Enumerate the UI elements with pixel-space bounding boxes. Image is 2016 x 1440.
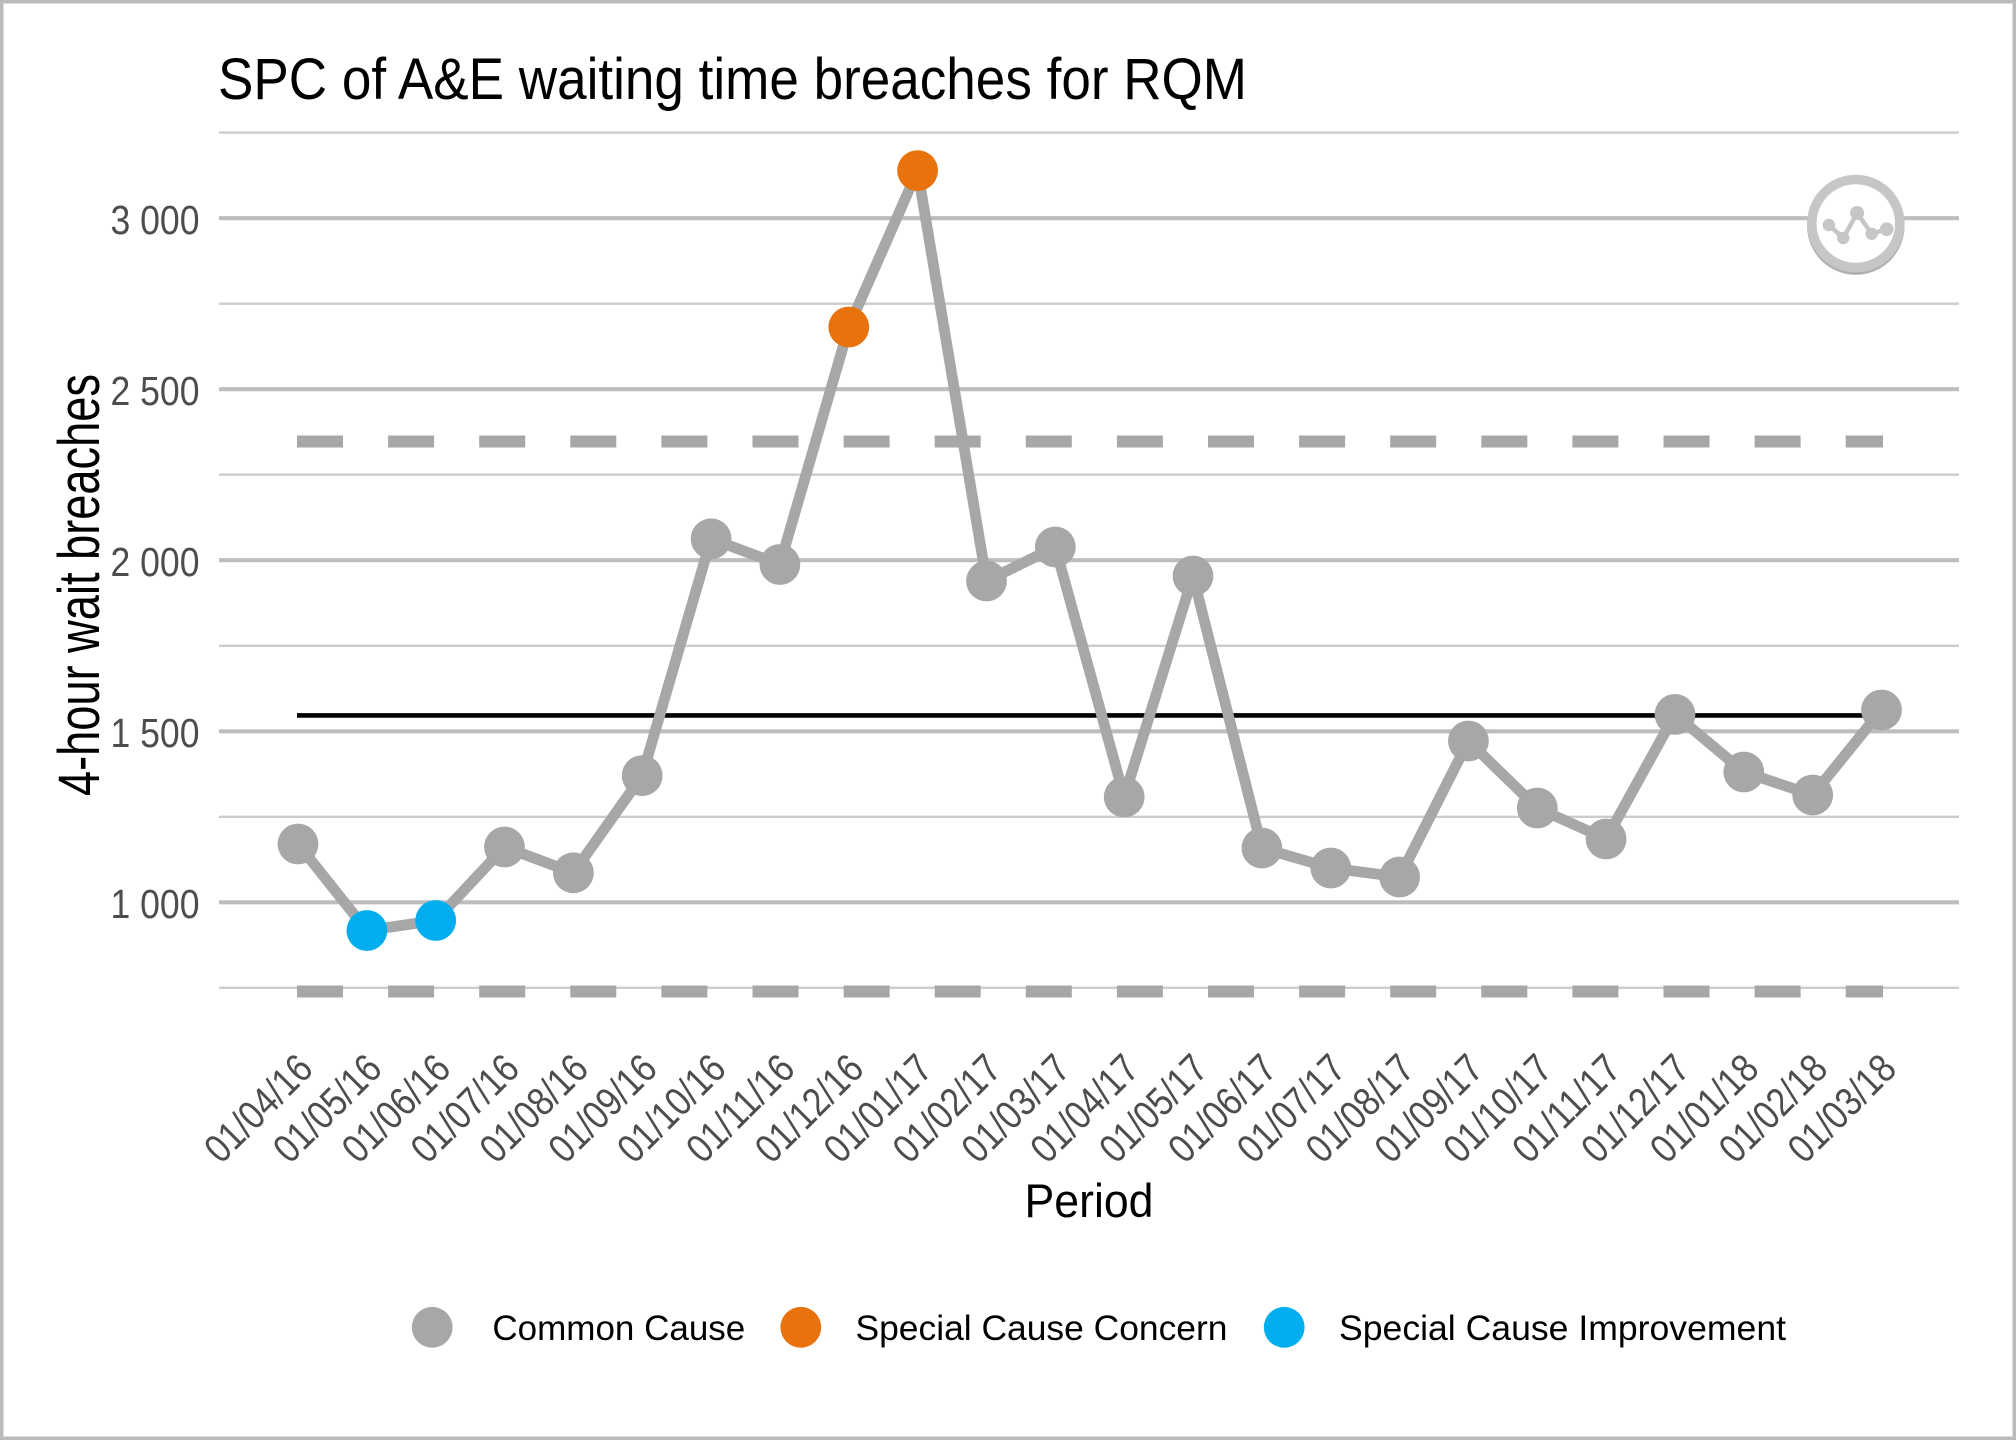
svg-text:1 500: 1 500 <box>111 710 200 756</box>
svg-text:3 000: 3 000 <box>111 197 200 243</box>
svg-text:2 000: 2 000 <box>111 539 200 585</box>
svg-text:1 000: 1 000 <box>111 881 200 927</box>
svg-text:Period: Period <box>1025 1175 1154 1228</box>
svg-text:SPC of A&E waiting time breach: SPC of A&E waiting time breaches for RQM <box>218 47 1247 112</box>
svg-text:2 500: 2 500 <box>111 368 200 414</box>
svg-text:Common Cause: Common Cause <box>492 1309 745 1348</box>
svg-text:4-hour wait breaches: 4-hour wait breaches <box>47 374 112 796</box>
svg-text:Special Cause Improvement: Special Cause Improvement <box>1339 1309 1786 1348</box>
svg-text:Special Cause Concern: Special Cause Concern <box>856 1309 1228 1348</box>
